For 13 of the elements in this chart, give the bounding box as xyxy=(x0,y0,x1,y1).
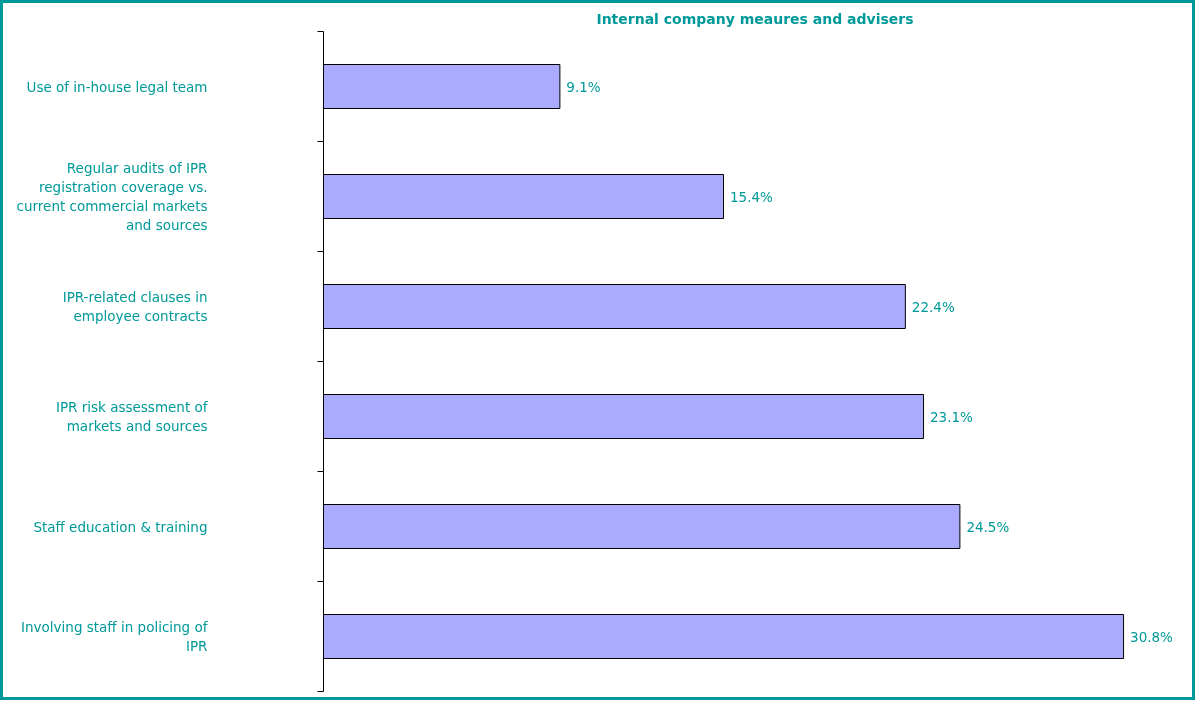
y-tick-label: Staff education & training xyxy=(33,518,208,535)
y-tick-label: Regular audits of IPR registration coverage vs. current commercial markets and sources xyxy=(16,159,208,234)
data-label: 15.4% xyxy=(730,188,774,205)
y-tick-label: Use of in-house legal team xyxy=(26,78,208,95)
data-label: 9.1% xyxy=(566,78,601,95)
chart-title: Internal company meaures and advisers xyxy=(596,10,914,27)
y-tick-label: IPR risk assessment of markets and sources xyxy=(55,398,209,435)
y-tick-label: Involving staff in policing of IPR xyxy=(21,618,209,655)
data-label: 22.4% xyxy=(911,298,955,315)
data-label: 30.8% xyxy=(1130,628,1174,645)
data-label: 23.1% xyxy=(930,408,974,425)
y-tick-label: IPR-related clauses in employee contracts xyxy=(62,288,208,325)
data-label: 24.5% xyxy=(966,518,1010,535)
